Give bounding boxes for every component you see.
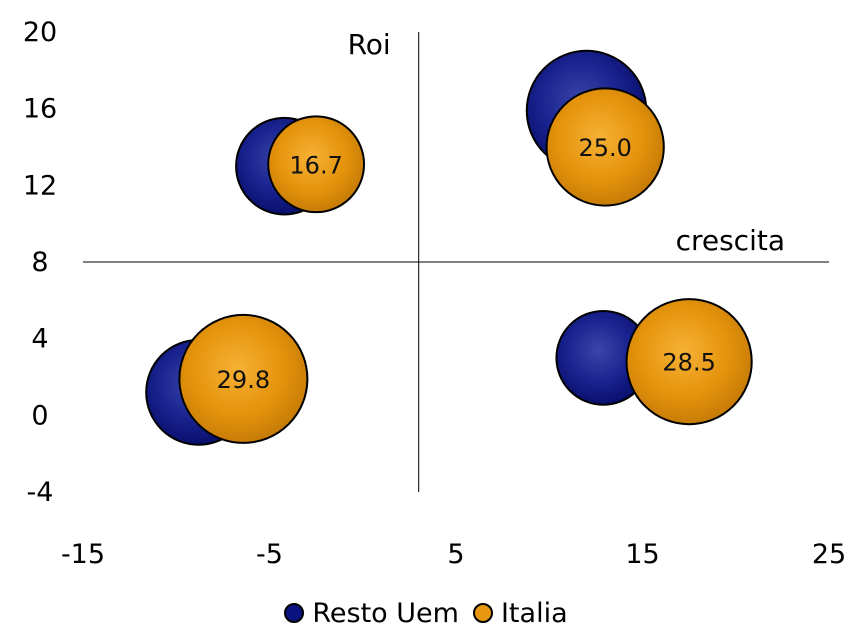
bubble-circle [625, 298, 753, 426]
bubble-italia: 29.8 [178, 313, 309, 444]
bubble-data-label: 25.0 [578, 134, 631, 162]
y-tick-label: 8 [31, 247, 48, 278]
bubble-italia: 25.0 [545, 87, 665, 207]
axes [83, 32, 829, 492]
bubble-circle [545, 87, 665, 207]
x-axis-tick-labels: -15 -5 5 15 25 [61, 539, 846, 570]
y-axis-title: Roi [348, 28, 391, 61]
bubble-italia: 28.5 [625, 298, 753, 426]
bubble-data-label: 16.7 [289, 151, 342, 179]
legend-item-italia: Italia [472, 597, 568, 629]
y-tick-label: 16 [23, 94, 57, 125]
x-axis-title: crescita [676, 224, 785, 257]
y-tick-label: 12 [23, 170, 57, 201]
x-tick-label: -15 [61, 539, 105, 570]
x-tick-label: 25 [812, 539, 846, 570]
bubble-data-label: 28.5 [662, 349, 715, 377]
x-tick-label: 15 [625, 539, 659, 570]
legend-label-resto-uem: Resto Uem [312, 597, 459, 629]
x-tick-label: 5 [447, 539, 464, 570]
x-tick-label: -5 [256, 539, 283, 570]
bubble-data-label: 29.8 [217, 366, 270, 394]
y-tick-label: -4 [27, 477, 54, 508]
bubbles: 16.7 25.0 29.8 28.5 [145, 49, 753, 446]
y-axis-tick-labels: -4 0 4 8 12 16 20 [23, 17, 57, 508]
legend-marker-resto-uem [284, 603, 305, 623]
bubble-circle [267, 115, 366, 214]
y-tick-label: 4 [31, 324, 48, 355]
legend-marker-italia [472, 603, 493, 623]
legend-label-italia: Italia [500, 597, 568, 629]
bubble-italia: 16.7 [267, 115, 366, 214]
y-tick-label: 0 [31, 400, 48, 431]
bubble-circle [178, 313, 309, 444]
legend: Resto Uem Italia [0, 596, 852, 630]
y-tick-label: 20 [23, 17, 57, 48]
legend-item-resto-uem: Resto Uem [284, 598, 459, 629]
